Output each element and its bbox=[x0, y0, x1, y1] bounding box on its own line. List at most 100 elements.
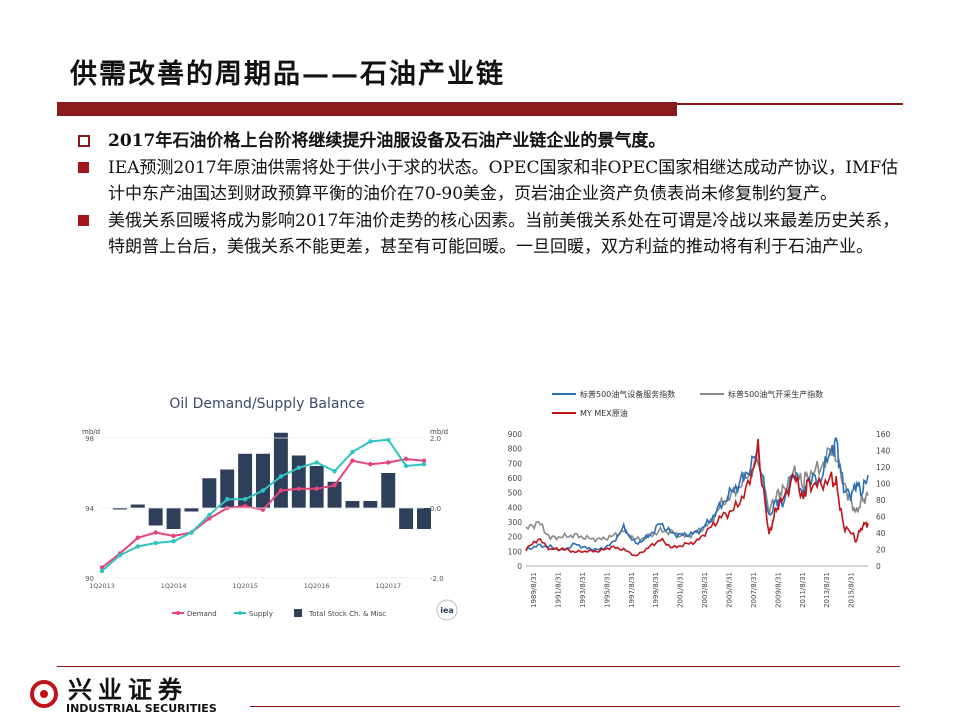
title-underline-thin bbox=[677, 103, 903, 105]
chart2-series-line bbox=[525, 438, 869, 557]
chart1-point bbox=[421, 458, 427, 463]
chart1-point bbox=[296, 465, 301, 470]
chart1-bar bbox=[148, 508, 163, 526]
chart1-point bbox=[135, 535, 140, 540]
chart2-x-tick: 2001/8/31 bbox=[677, 572, 685, 608]
chart2-x-tick: 2005/8/31 bbox=[725, 572, 733, 608]
footer-divider-bottom bbox=[250, 706, 900, 707]
chart1-point bbox=[314, 486, 319, 491]
chart1-legend-label: Total Stock Ch. & Misc bbox=[308, 610, 386, 618]
chart1-point bbox=[332, 483, 337, 488]
chart2-legend-label: 标普500油气开采生产指数 bbox=[728, 389, 823, 399]
chart1-point bbox=[314, 460, 319, 465]
square-filled-bullet-icon bbox=[78, 215, 89, 226]
chart1-point bbox=[117, 553, 123, 558]
chart1-point bbox=[207, 512, 212, 518]
chart1-point bbox=[421, 462, 427, 467]
chart2-x-tick: 2011/8/31 bbox=[799, 572, 807, 608]
chart2-right-tick: 100 bbox=[876, 480, 891, 489]
chart1-point bbox=[296, 486, 301, 491]
logo-english-text: INDUSTRIAL SECURITIES bbox=[66, 702, 217, 715]
chart1-left-tick: 90 bbox=[85, 575, 94, 583]
bullet-list: 2017年石油价格上台阶将继续提升油服设备及石油产业链企业的景气度。 IEA预测… bbox=[76, 128, 906, 261]
company-logo: 兴业证券 INDUSTRIAL SECURITIES bbox=[18, 672, 258, 716]
chart1-title: Oil Demand/Supply Balance bbox=[169, 396, 364, 412]
chart1-bar bbox=[130, 504, 145, 508]
chart2-right-tick: 80 bbox=[876, 496, 886, 505]
title-underline-bar bbox=[57, 102, 677, 116]
chart1-bar bbox=[345, 501, 360, 508]
chart2-right-tick: 0 bbox=[876, 562, 881, 571]
chart2-left-tick: 800 bbox=[508, 445, 523, 454]
chart2-left-tick: 500 bbox=[508, 489, 523, 498]
chart1-point bbox=[368, 462, 373, 467]
chart2-x-tick: 2013/8/31 bbox=[823, 572, 831, 608]
chart1-point bbox=[171, 533, 176, 539]
bullet-text-3: 美俄关系回暖将成为影响2017年油价走势的核心因素。当前美俄关系处在可谓是冷战以… bbox=[108, 211, 900, 257]
chart1-left-unit: mb/d bbox=[82, 428, 100, 436]
chart2-left-tick: 200 bbox=[508, 533, 523, 542]
chart1-x-tick: 1Q2015 bbox=[232, 582, 258, 590]
chart1-legend-label: Demand bbox=[187, 610, 217, 618]
chart1-legend-swatch bbox=[294, 609, 302, 617]
chart1-point bbox=[350, 449, 355, 455]
oil-balance-chart: Oil Demand/Supply Balance mb/d mb/d 98 2.… bbox=[72, 378, 462, 628]
chart1-point bbox=[99, 565, 105, 570]
chart2-x-tick: 1995/8/31 bbox=[603, 572, 611, 608]
chart1-bar bbox=[112, 508, 127, 510]
chart2-left-tick: 0 bbox=[517, 562, 522, 571]
footer-divider bbox=[57, 666, 900, 667]
chart1-right-tick: 2.0 bbox=[430, 435, 441, 443]
chart1-left-tick: 98 bbox=[85, 435, 94, 443]
chart1-point bbox=[153, 530, 158, 535]
chart2-right-tick: 120 bbox=[876, 463, 891, 472]
chart1-bar bbox=[363, 501, 378, 508]
oil-balance-chart-svg: Oil Demand/Supply Balance mb/d mb/d 98 2.… bbox=[82, 396, 458, 621]
chart2-legend-label: 标普500油气设备服务指数 bbox=[580, 389, 675, 399]
slide-title: 供需改善的周期品——石油产业链 bbox=[70, 59, 505, 90]
chart1-bar bbox=[238, 453, 253, 508]
chart1-point bbox=[242, 497, 248, 502]
chart1-right-tick: -2.0 bbox=[430, 575, 444, 583]
chart1-legend-label: Supply bbox=[249, 610, 273, 618]
chart1-point bbox=[368, 439, 373, 444]
chart2-left-tick: 700 bbox=[508, 459, 523, 468]
chart2-right-tick: 40 bbox=[876, 529, 886, 538]
chart1-point bbox=[278, 488, 284, 493]
bullet-text-2: IEA预测2017年原油供需将处于供小于求的状态。OPEC国家和非OPEC国家相… bbox=[108, 158, 899, 204]
chart1-bar bbox=[256, 453, 270, 508]
chart2-right-tick: 140 bbox=[876, 447, 891, 456]
chart2-x-tick: 2007/8/31 bbox=[750, 572, 758, 608]
logo-mark-icon: 兴业证券 INDUSTRIAL SECURITIES bbox=[30, 676, 217, 715]
iea-logo-icon: iea bbox=[436, 599, 458, 621]
chart2-legend-label: MY MEX原油 bbox=[580, 408, 628, 418]
chart1-x-tick: 1Q2013 bbox=[89, 582, 115, 590]
chart2-x-tick: 1997/8/31 bbox=[628, 572, 636, 608]
chart2-x-tick: 1993/8/31 bbox=[579, 572, 587, 608]
chart1-bar bbox=[166, 508, 181, 529]
chart1-point bbox=[189, 530, 194, 535]
chart1-point bbox=[260, 507, 266, 512]
chart1-point bbox=[278, 474, 284, 479]
chart2-left-tick: 300 bbox=[508, 518, 523, 527]
chart2-left-tick: 600 bbox=[508, 474, 523, 483]
chart1-point bbox=[350, 458, 355, 463]
chart1-point bbox=[260, 488, 266, 493]
chart2-left-tick: 900 bbox=[508, 430, 523, 439]
chart2-x-tick: 1991/8/31 bbox=[554, 572, 562, 608]
chart1-x-tick: 1Q2017 bbox=[375, 582, 401, 590]
chart1-point bbox=[332, 469, 337, 474]
chart1-point bbox=[403, 456, 409, 462]
bullet-item-1: 2017年石油价格上台阶将继续提升油服设备及石油产业链企业的景气度。 bbox=[76, 128, 906, 154]
chart1-bar bbox=[291, 455, 306, 508]
chart1-point bbox=[225, 497, 230, 502]
chart1-bar bbox=[381, 473, 396, 508]
chart2-x-tick: 2003/8/31 bbox=[701, 572, 709, 608]
chart2-series-line bbox=[525, 437, 869, 552]
chart1-point bbox=[171, 539, 176, 544]
chart1-bar bbox=[399, 508, 414, 529]
chart2-x-tick: 2015/8/31 bbox=[848, 572, 856, 608]
bullet-item-3: 美俄关系回暖将成为影响2017年油价走势的核心因素。当前美俄关系处在可谓是冷战以… bbox=[76, 208, 906, 260]
iea-logo-text: iea bbox=[440, 606, 454, 615]
chart1-point bbox=[135, 544, 140, 549]
